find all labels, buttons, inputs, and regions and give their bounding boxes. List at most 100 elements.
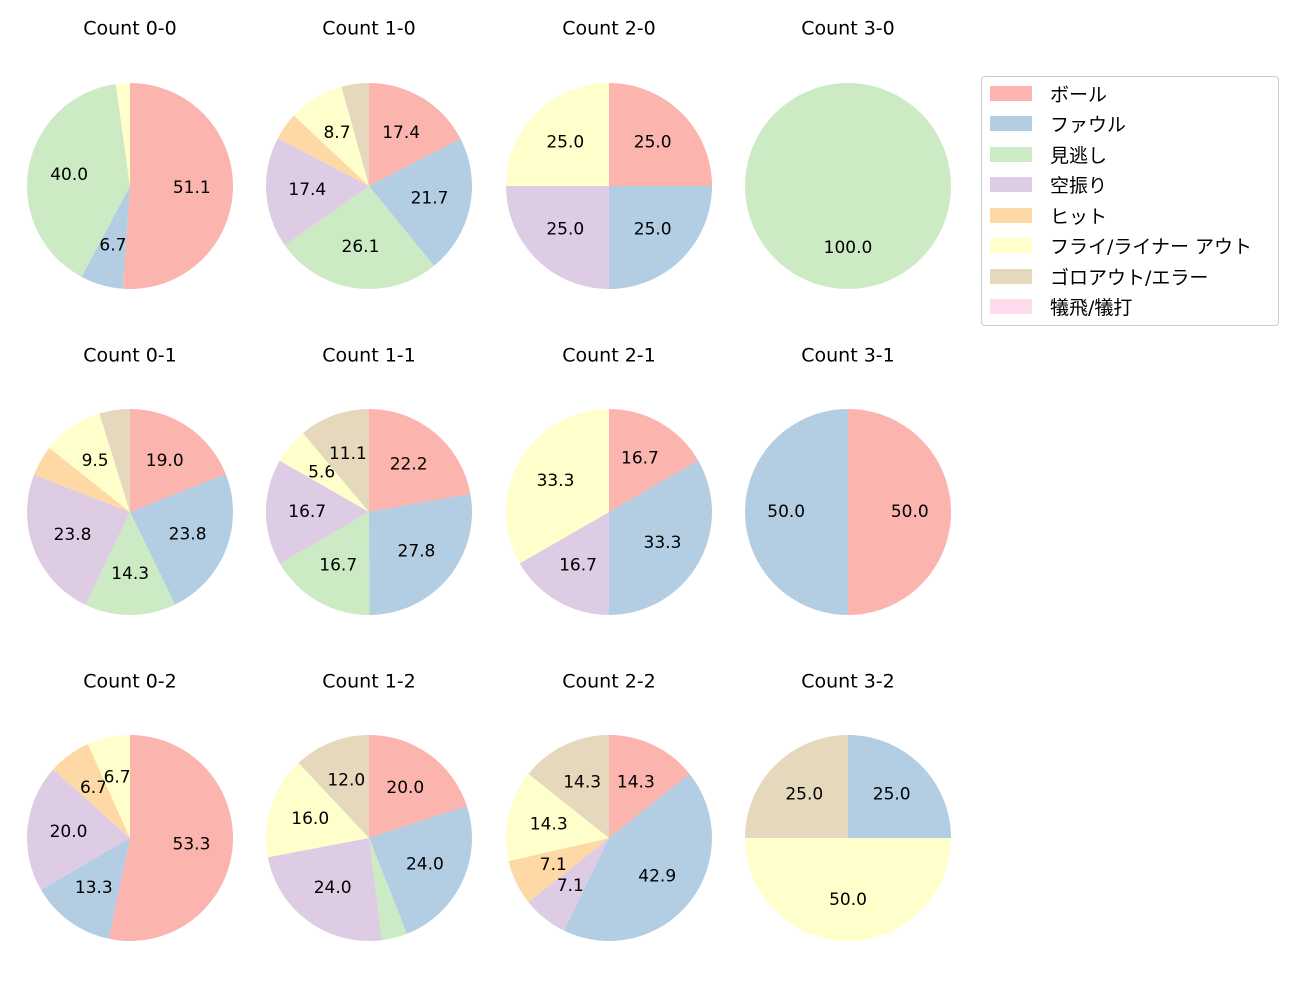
slice-label: 8.7 [323,123,350,143]
pie-slice [284,186,434,289]
pie-slice [745,838,951,941]
pie-chart: Count 2-1 16.7 33.3 16.7 33.3 [506,345,712,615]
slice-label: 11.1 [329,444,367,464]
pie-slice [279,512,370,616]
slice-label: 25.0 [634,220,672,240]
legend-item-ball: ボール [990,78,1107,108]
pie-slice [506,186,609,289]
legend-label: ファウル [1050,114,1127,136]
pie-slice [609,460,712,615]
pie-slice [369,83,461,186]
slice-label: 16.7 [621,449,659,469]
pie-chart: Count 0-2 53.3 13.3 20.0 6.76.7 [26,671,234,942]
pie-slice [609,83,712,186]
pie-chart: Count 0-1 19.0 23.8 14.3 23.8 9.5 [27,345,233,615]
slice-label: 53.3 [173,834,211,854]
slice-label: 24.0 [406,854,444,874]
slice-label: 23.8 [169,524,207,544]
pie-chart: Count 0-0 51.1 6.7 40.0 [27,18,234,289]
slice-label: 25.0 [546,132,584,152]
slice-label: 17.4 [288,180,326,200]
legend-item-hit: ヒット [990,200,1107,230]
pie-slice [745,735,848,838]
pie-slice [279,433,369,512]
legend: ボール ファウル 見逃し 空振り ヒット フライ/ライナー アウト ゴロアウト/… [981,76,1279,326]
legend-label: ゴロアウト/エラー [1050,266,1209,289]
pie-chart: Count 2-2 14.3 42.9 7.17.1 14.3 14.3 [505,671,712,941]
pie-chart: Count 3-2 25.0 50.0 25.0 [745,671,951,941]
pie-title: Count 2-1 [562,345,656,367]
pie-slice [302,409,369,512]
pie-slice [528,838,609,931]
pie-slice [122,83,234,289]
pie-slice [27,83,131,277]
slice-label: 7.1 [557,876,584,896]
pie-slice [267,838,382,942]
pie-title: Count 1-2 [322,671,416,693]
slice-label: 14.3 [617,772,655,792]
slice-label: 51.1 [173,178,211,198]
slice-label: 24.0 [314,878,352,898]
legend-item-called-strike: 見逃し [990,139,1107,169]
slice-label: 14.3 [111,564,149,584]
slice-label: 25.0 [634,132,672,152]
pie-slice [369,838,407,941]
pie-slice [130,409,226,512]
slice-label: 20.0 [386,778,424,798]
pie-slice [609,186,712,289]
slice-label: 33.3 [537,471,575,491]
slice-label: 17.4 [382,123,420,143]
slice-label: 16.7 [559,555,597,575]
slice-label: 100.0 [824,238,873,258]
pie-slice [298,735,369,838]
pie-title: Count 3-2 [801,671,895,693]
legend-label: ボール [1050,83,1108,106]
pie-slice [369,409,471,512]
pie-slice [130,474,233,605]
pie-title: Count 3-0 [801,18,895,40]
legend-item-grounder-out-error: ゴロアウト/エラー [990,261,1208,291]
pie-slice [369,493,473,615]
pie-title: Count 0-1 [83,345,177,367]
pie-chart: Count 2-0 25.0 25.0 25.0 25.0 [506,18,712,289]
pie-slice [49,413,131,512]
pie-slice [519,512,609,615]
pie-title: Count 0-2 [83,671,177,693]
pie-title: Count 2-0 [562,18,656,40]
slice-label: 16.7 [319,556,357,576]
pie-slice [99,409,130,512]
pie-title: Count 0-0 [83,18,177,40]
slice-label: 14.3 [530,814,568,834]
slice-label: 25.0 [873,784,911,804]
pie-slice [85,512,176,615]
pie-slice [266,138,369,246]
slice-label: 23.8 [54,525,92,545]
legend-swatch [990,268,1032,284]
slice-label: 13.3 [75,878,113,898]
legend-swatch [990,146,1032,162]
legend-item-swinging-strike: 空振り [990,170,1107,200]
slice-label: 21.7 [411,189,449,209]
pie-title: Count 2-2 [562,671,656,693]
slice-label: 42.9 [638,867,676,887]
slice-label: 26.1 [342,237,380,257]
legend-swatch [990,85,1032,101]
pie-slice [87,735,130,838]
pie-slice [341,83,369,186]
pie-slice [108,735,234,942]
slice-label: 16.0 [291,809,329,829]
pie-slice [506,409,609,564]
pie-title: Count 1-1 [322,345,416,367]
pie-chart: Count 1-2 20.0 24.0 24.0 16.0 12.0 [265,671,472,942]
pie-slice [505,773,609,862]
pie-slice [563,773,712,941]
legend-label: フライ/ライナー アウト [1050,236,1253,258]
pie-slice [277,115,369,186]
pie-slice [848,409,951,615]
pie-slice [848,735,951,838]
legend-item-sacrifice: 犠飛/犠打 [990,292,1132,322]
pie-slice [506,83,609,186]
legend-swatch [990,299,1032,314]
pie-slice [609,409,699,512]
